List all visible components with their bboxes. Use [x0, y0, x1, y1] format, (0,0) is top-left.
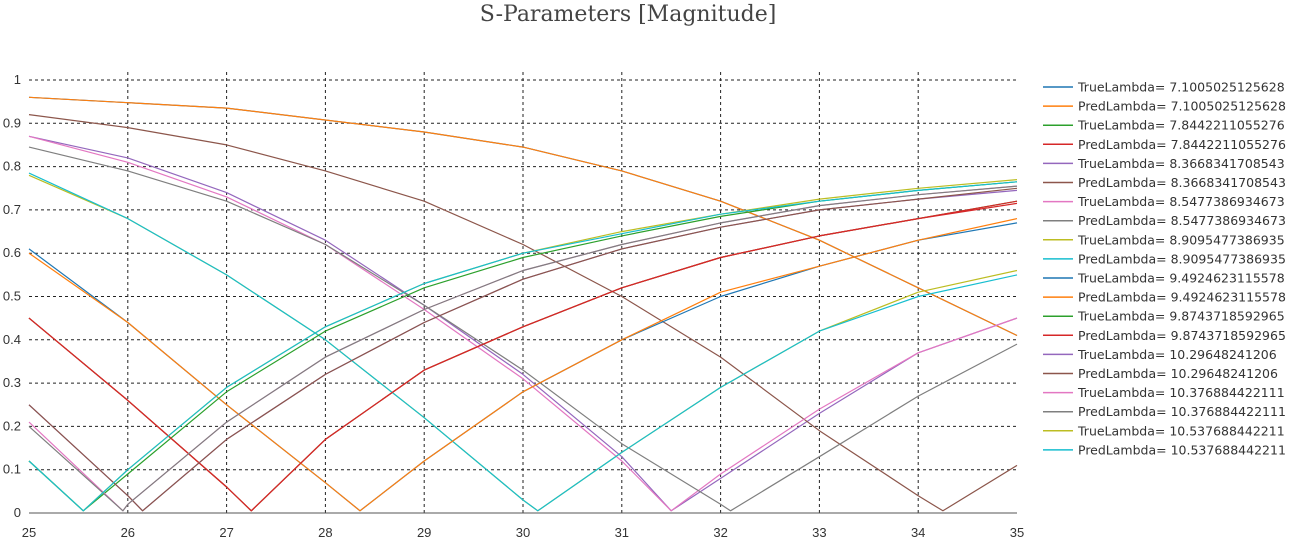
- legend-label: PredLambda= 7.8442211055276: [1078, 137, 1286, 152]
- y-tick-label: 0.2: [3, 418, 21, 433]
- legend-label: PredLambda= 10.537688442211: [1078, 442, 1286, 457]
- series-line: [28, 146, 1018, 512]
- legend-label: PredLambda= 8.5477386934673: [1078, 213, 1286, 228]
- series-lines: [28, 96, 1018, 512]
- x-tick-label: 31: [615, 525, 629, 540]
- y-tick-label: 0.4: [3, 332, 21, 347]
- y-tick-label: 0.9: [3, 115, 21, 130]
- legend-item[interactable]: PredLambda= 8.9095477386935: [1043, 251, 1286, 266]
- legend-label: TrueLambda= 10.537688442211: [1077, 423, 1285, 438]
- y-tick-label: 0.5: [3, 289, 21, 304]
- series-line: [28, 135, 1018, 512]
- legend-label: TrueLambda= 8.9095477386935: [1077, 232, 1285, 247]
- legend-label: TrueLambda= 10.376884422111: [1077, 385, 1285, 400]
- x-tick-label: 26: [121, 525, 135, 540]
- y-tick-label: 1: [14, 72, 21, 87]
- y-tick-label: 0.8: [3, 159, 21, 174]
- legend-item[interactable]: PredLambda= 8.5477386934673: [1043, 213, 1286, 228]
- legend-label: TrueLambda= 8.3668341708543: [1077, 156, 1285, 171]
- legend-item[interactable]: TrueLambda= 7.8442211055276: [1043, 118, 1285, 133]
- series-line: [28, 187, 1018, 512]
- legend-item[interactable]: TrueLambda= 9.8743718592965: [1043, 309, 1285, 324]
- legend[interactable]: TrueLambda= 7.1005025125628 PredLambda= 7…: [1043, 80, 1286, 458]
- x-tick-label: 35: [1010, 525, 1024, 540]
- chart-title: S-Parameters [Magnitude]: [479, 2, 777, 27]
- series-line: [28, 172, 1018, 512]
- y-tick-label: 0.1: [3, 462, 21, 477]
- series-line: [28, 114, 1018, 512]
- legend-item[interactable]: PredLambda= 10.376884422111: [1043, 404, 1286, 419]
- series-line: [28, 181, 1018, 512]
- legend-label: TrueLambda= 10.29648241206: [1077, 347, 1277, 362]
- legend-label: TrueLambda= 9.8743718592965: [1077, 309, 1285, 324]
- x-tick-label: 34: [911, 525, 925, 540]
- series-line: [28, 218, 1018, 512]
- x-tick-label: 32: [713, 525, 727, 540]
- y-tick-label: 0.6: [3, 245, 21, 260]
- legend-item[interactable]: TrueLambda= 8.9095477386935: [1043, 232, 1285, 247]
- axes: 25 26 27 28 29 30 31 32 33 34 35 0 0.1 0.2 0.3 0.4 0.5 0.…: [3, 72, 1024, 540]
- legend-item[interactable]: PredLambda= 9.8743718592965: [1043, 328, 1286, 343]
- x-tick-label: 29: [417, 525, 431, 540]
- legend-item[interactable]: TrueLambda= 10.537688442211: [1043, 423, 1285, 438]
- legend-item[interactable]: TrueLambda= 10.29648241206: [1043, 347, 1277, 362]
- legend-item[interactable]: PredLambda= 10.537688442211: [1043, 442, 1286, 457]
- series-line: [28, 181, 1018, 512]
- legend-item[interactable]: TrueLambda= 9.4924623115578: [1043, 271, 1285, 286]
- y-tick-label: 0: [14, 505, 21, 520]
- legend-label: PredLambda= 9.4924623115578: [1078, 290, 1286, 305]
- y-tick-label: 0.7: [3, 202, 21, 217]
- series-line: [28, 135, 1018, 512]
- legend-label: PredLambda= 10.376884422111: [1078, 404, 1286, 419]
- x-tick-label: 27: [219, 525, 233, 540]
- legend-item[interactable]: PredLambda= 10.29648241206: [1043, 366, 1278, 381]
- legend-item[interactable]: TrueLambda= 8.3668341708543: [1043, 156, 1285, 171]
- legend-label: TrueLambda= 9.4924623115578: [1077, 271, 1285, 286]
- legend-label: PredLambda= 10.29648241206: [1078, 366, 1278, 381]
- legend-label: TrueLambda= 7.1005025125628: [1077, 80, 1285, 95]
- legend-item[interactable]: TrueLambda= 7.1005025125628: [1043, 80, 1285, 95]
- x-tick-label: 28: [318, 525, 332, 540]
- x-tick-label: 25: [22, 525, 36, 540]
- legend-label: PredLambda= 8.3668341708543: [1078, 175, 1286, 190]
- legend-item[interactable]: PredLambda= 9.4924623115578: [1043, 290, 1286, 305]
- legend-label: PredLambda= 7.1005025125628: [1078, 99, 1286, 114]
- legend-label: PredLambda= 9.8743718592965: [1078, 328, 1286, 343]
- legend-label: TrueLambda= 8.5477386934673: [1077, 194, 1285, 209]
- legend-item[interactable]: PredLambda= 7.1005025125628: [1043, 99, 1286, 114]
- x-tick-label: 30: [516, 525, 530, 540]
- series-line: [28, 96, 1018, 337]
- grid: [29, 72, 1017, 513]
- legend-item[interactable]: TrueLambda= 10.376884422111: [1043, 385, 1285, 400]
- series-line: [28, 185, 1018, 512]
- x-tick-label: 33: [812, 525, 826, 540]
- legend-label: PredLambda= 8.9095477386935: [1078, 251, 1286, 266]
- series-line: [28, 200, 1018, 512]
- y-tick-label: 0.3: [3, 375, 21, 390]
- legend-item[interactable]: TrueLambda= 8.5477386934673: [1043, 194, 1285, 209]
- legend-label: TrueLambda= 7.8442211055276: [1077, 118, 1285, 133]
- legend-item[interactable]: PredLambda= 8.3668341708543: [1043, 175, 1286, 190]
- legend-item[interactable]: PredLambda= 7.8442211055276: [1043, 137, 1286, 152]
